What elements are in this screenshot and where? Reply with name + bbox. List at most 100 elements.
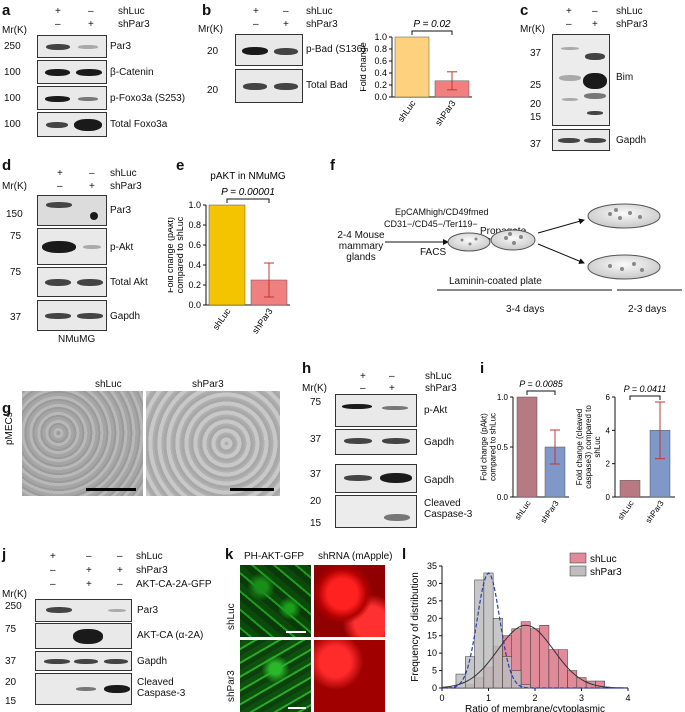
x-tick-label: shPar3 bbox=[250, 306, 275, 335]
marker-label: 37 bbox=[10, 312, 22, 323]
plus-sign: + bbox=[283, 19, 289, 30]
mr-label: Mr(K) bbox=[198, 24, 223, 35]
y-tick-label: 0.5 bbox=[497, 443, 509, 452]
axis-label-y: Fold change (cleaved caspase3) compared t… bbox=[575, 405, 602, 489]
y-tick-label: 0.2 bbox=[188, 280, 201, 290]
akt-ca-label: AKT-CA-2A-GFP bbox=[136, 579, 212, 590]
mr-label: Mr(K) bbox=[2, 181, 27, 192]
band-label: Par3 bbox=[137, 605, 159, 616]
plus-sign: + bbox=[566, 6, 572, 17]
legend-swatch bbox=[569, 565, 587, 577]
band-label: Total Bad bbox=[306, 80, 348, 91]
blot-total-akt bbox=[37, 267, 107, 297]
cell-line-label: NMuMG bbox=[58, 334, 96, 345]
y-tick-label: 1.0 bbox=[374, 32, 387, 42]
chart-b: 0.0 0.2 0.4 0.6 0.8 1.0 Fold change shLuc shPar3… bbox=[360, 19, 472, 128]
histogram-bar bbox=[492, 618, 503, 689]
plate-label: Laminin-coated plate bbox=[449, 276, 542, 287]
pmecs-label: pMECs bbox=[4, 412, 15, 445]
shpar3-label: shPar3 bbox=[616, 19, 648, 30]
plus-sign: + bbox=[50, 551, 56, 562]
histogram-bar bbox=[530, 628, 540, 689]
shluc-label: shLuc bbox=[110, 168, 137, 179]
legend-swatch bbox=[569, 552, 587, 564]
panel-b-label: b bbox=[202, 2, 212, 19]
blot-p-foxo3a bbox=[37, 86, 107, 110]
sort-markers-line2: CD31−/CD45−/Ter119− bbox=[384, 219, 478, 229]
blot-gapdh-h2 bbox=[335, 464, 417, 493]
blot-p-akt-h bbox=[335, 394, 417, 427]
minus-sign: – bbox=[566, 19, 572, 30]
blot-p-bad bbox=[235, 34, 303, 66]
row-label-shpar3: shPar3 bbox=[226, 670, 237, 702]
chart-i1: 0.0 0.5 1.0 Fold change (pAkt) compared to s… bbox=[480, 379, 569, 525]
shpar3-label: shPar3 bbox=[118, 19, 150, 30]
image-gfp-shpar3 bbox=[240, 640, 311, 712]
mr-label: Mr(K) bbox=[520, 24, 545, 35]
p-value-annotation: P = 0.00001 bbox=[221, 187, 275, 198]
y-tick-label: 1.0 bbox=[497, 393, 509, 402]
axis-label-y: Frequency of distribution bbox=[410, 572, 421, 682]
bar bbox=[208, 204, 246, 306]
micrograph-shluc bbox=[22, 391, 143, 496]
plus-sign: + bbox=[55, 6, 61, 17]
y-tick-label: 35 bbox=[427, 561, 437, 571]
y-tick-label: 1.0 bbox=[188, 200, 201, 210]
plus-sign: + bbox=[253, 6, 259, 17]
panel-f-label: f bbox=[330, 157, 335, 174]
chart-l: 0 5 10 15 20 25 30 35 0 1 2 3 4 Ratio of membrane/cyt… bbox=[410, 552, 631, 712]
blot-bim bbox=[552, 34, 610, 126]
shpar3-label: shPar3 bbox=[136, 565, 168, 576]
marker-label: 20 bbox=[5, 677, 17, 688]
significance-bracket bbox=[629, 395, 661, 400]
panel-j-label: j bbox=[2, 546, 7, 563]
x-tick-label: shPar3 bbox=[433, 98, 458, 127]
panel-i-label: i bbox=[480, 360, 485, 377]
marker-label: 100 bbox=[4, 119, 21, 130]
band-label: AKT-CA (α-2A) bbox=[137, 630, 204, 641]
minus-sign: – bbox=[117, 551, 123, 562]
y-tick-label: 10 bbox=[427, 648, 437, 658]
plus-sign: + bbox=[88, 19, 94, 30]
x-tick-label: 4 bbox=[625, 693, 630, 703]
fit-curve-shpar3 bbox=[442, 572, 628, 689]
blot-total-foxo3a bbox=[37, 112, 107, 137]
blot-par3-d bbox=[37, 195, 107, 226]
shluc-label: shLuc bbox=[95, 379, 122, 390]
facs-label: FACS bbox=[420, 247, 447, 258]
y-tick-label: 0.0 bbox=[374, 92, 387, 102]
marker-label: 15 bbox=[530, 112, 542, 123]
minus-sign: – bbox=[592, 6, 598, 17]
marker-label: 75 bbox=[10, 267, 22, 278]
histogram-bar bbox=[558, 649, 568, 689]
marker-label: 150 bbox=[6, 209, 23, 220]
histogram-bar bbox=[511, 670, 522, 689]
y-tick-label: 0 bbox=[606, 493, 611, 502]
marker-label: 25 bbox=[530, 80, 542, 91]
x-tick-label: shPar3 bbox=[644, 499, 666, 525]
marker-label: 20 bbox=[207, 46, 219, 57]
axis-label-y: Fold change bbox=[360, 42, 368, 92]
p-value-annotation: P = 0.02 bbox=[413, 19, 451, 30]
y-tick-label: 0.8 bbox=[188, 220, 201, 230]
blot-p-akt-d bbox=[37, 228, 107, 265]
band-label: β-Catenin bbox=[110, 67, 154, 78]
minus-sign: – bbox=[89, 168, 95, 179]
culture-dish-icon bbox=[447, 203, 661, 280]
panel-e-label: e bbox=[176, 157, 185, 174]
marker-label: 37 bbox=[310, 469, 322, 480]
histogram-bar bbox=[548, 649, 559, 689]
band-label: Bim bbox=[616, 72, 634, 83]
minus-sign: – bbox=[50, 565, 56, 576]
y-tick-label: 0.0 bbox=[188, 300, 201, 310]
marker-label: 20 bbox=[530, 99, 542, 110]
band-label: Par3 bbox=[110, 205, 132, 216]
marker-label: 20 bbox=[310, 496, 322, 507]
mr-label: Mr(K) bbox=[2, 589, 27, 600]
image-mapple-shluc bbox=[314, 565, 385, 637]
histogram-bar bbox=[520, 621, 531, 689]
x-tick-label: shLuc bbox=[396, 98, 418, 124]
marker-label: 75 bbox=[10, 231, 22, 242]
blot-cleaved-caspase3-h bbox=[335, 495, 417, 528]
